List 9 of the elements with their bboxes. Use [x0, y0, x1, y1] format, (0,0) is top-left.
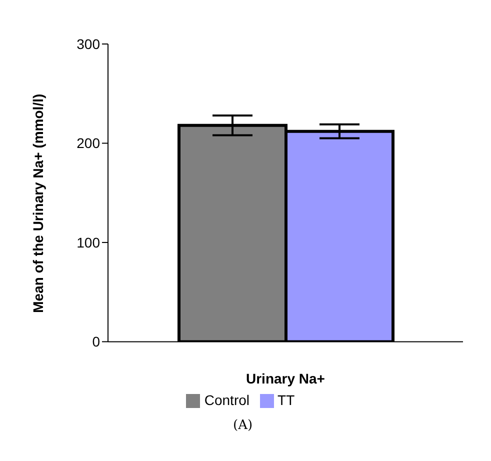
y-axis-title: Mean of the Urinary Na+ (mmol/l) — [30, 94, 46, 313]
y-tick-label: 300 — [76, 36, 100, 52]
y-tick-label: 100 — [76, 234, 100, 250]
y-tick-label: 200 — [76, 135, 100, 152]
legend-label: TT — [278, 392, 295, 408]
x-axis-title: Urinary Na+ — [246, 370, 325, 387]
legend-label: Control — [204, 392, 250, 408]
y-tick-label: 0 — [92, 334, 100, 350]
text: (A) — [233, 418, 253, 433]
